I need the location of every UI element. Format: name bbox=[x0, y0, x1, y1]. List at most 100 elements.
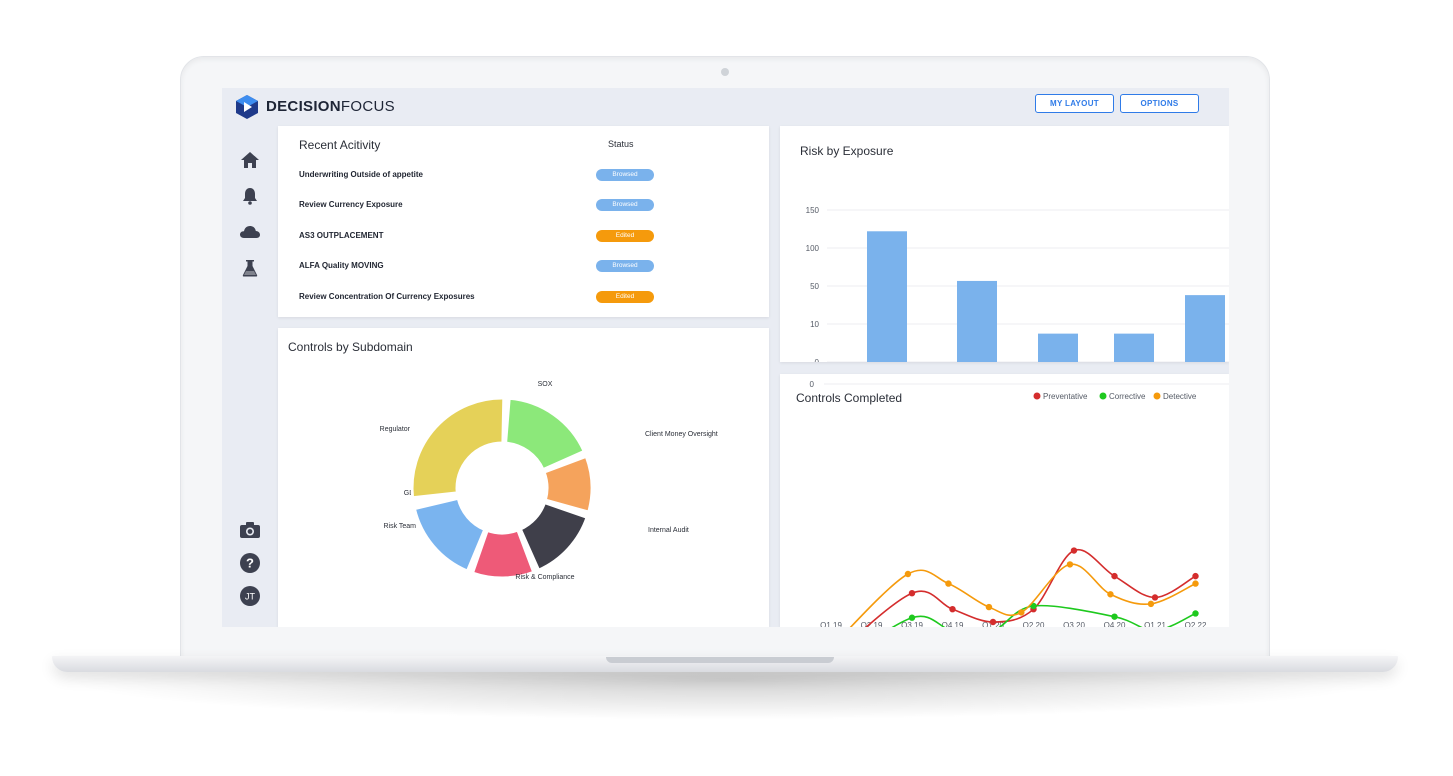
donut-label: Risk & Compliance bbox=[515, 574, 574, 581]
data-point bbox=[985, 603, 993, 611]
series-line bbox=[849, 563, 1196, 627]
bar-chart-title: Risk by Exposure bbox=[800, 144, 894, 158]
bar bbox=[1038, 333, 1078, 362]
data-point bbox=[1070, 547, 1078, 554]
series-line bbox=[891, 604, 1196, 627]
y-tick-label: 0 bbox=[815, 358, 820, 362]
my-layout-button[interactable]: MY LAYOUT bbox=[1035, 94, 1114, 113]
sidebar-item-lab[interactable] bbox=[239, 257, 261, 279]
x-tick-label: Q1 19 bbox=[820, 621, 842, 627]
bar bbox=[867, 231, 907, 362]
avatar: JT bbox=[240, 586, 260, 606]
sidebar: ? JT bbox=[222, 126, 277, 627]
laptop-base bbox=[52, 656, 1398, 672]
data-point bbox=[1107, 591, 1114, 598]
home-icon bbox=[241, 152, 259, 168]
donut-label: Client Money Oversight bbox=[645, 431, 718, 438]
data-point bbox=[908, 614, 916, 621]
data-point bbox=[989, 618, 997, 626]
donut-label: Regulator bbox=[380, 426, 411, 433]
activity-row-title[interactable]: Review Currency Exposure bbox=[299, 200, 403, 209]
legend-label: Preventative bbox=[1043, 392, 1088, 401]
camera-icon bbox=[240, 522, 260, 538]
user-avatar[interactable]: JT bbox=[239, 585, 261, 607]
flask-icon bbox=[242, 260, 258, 277]
sidebar-item-camera[interactable] bbox=[239, 519, 261, 541]
bar-chart: 01050100150LowMedium LowMediumMedium Hig… bbox=[806, 206, 1229, 362]
y-tick-label: 0 bbox=[810, 380, 815, 389]
data-point bbox=[1192, 572, 1199, 580]
donut-slice bbox=[412, 496, 487, 574]
data-point bbox=[945, 580, 952, 587]
activity-row-title[interactable]: Underwriting Outside of appetite bbox=[299, 170, 424, 179]
data-point bbox=[1192, 580, 1199, 587]
status-badge: Browsed bbox=[596, 260, 654, 272]
donut-slice bbox=[410, 396, 506, 500]
y-tick-label: 150 bbox=[806, 206, 820, 215]
donut-chart-title: Controls by Subdomain bbox=[288, 340, 413, 354]
recent-activity-card: Recent Acitivity Status Underwriting Out… bbox=[278, 126, 769, 317]
app-screen: DECISIONFOCUS MY LAYOUT OPTIONS ? JT Rec… bbox=[222, 88, 1229, 627]
sidebar-item-home[interactable] bbox=[239, 149, 261, 171]
data-point bbox=[1030, 602, 1037, 610]
top-bar: DECISIONFOCUS MY LAYOUT OPTIONS bbox=[222, 88, 1229, 126]
data-point bbox=[949, 606, 956, 613]
laptop-notch bbox=[606, 657, 834, 663]
legend-label: Corrective bbox=[1109, 392, 1146, 401]
x-tick-label: Q2 19 bbox=[861, 621, 883, 627]
legend-marker bbox=[1033, 392, 1041, 400]
x-tick-label: Q3 20 bbox=[1063, 621, 1085, 627]
help-icon: ? bbox=[240, 553, 260, 573]
legend-label: Detective bbox=[1163, 392, 1197, 401]
donut-slice bbox=[411, 493, 460, 506]
x-tick-label: Q2 20 bbox=[1023, 621, 1045, 627]
y-tick-label: 10 bbox=[810, 320, 819, 329]
avatar-initials: JT bbox=[245, 592, 256, 602]
brand-name-bold: DECISION bbox=[266, 98, 341, 115]
donut-chart: SOX Client Money Oversight Internal Audit R… bbox=[380, 381, 718, 581]
activity-row-title[interactable]: AS3 OUTPLACEMENT bbox=[299, 231, 384, 240]
bar bbox=[1114, 333, 1154, 362]
controls-by-subdomain-card: Controls by Subdomain SOX Client Money Ov… bbox=[278, 328, 769, 627]
x-tick-label: Q1 21 bbox=[1144, 621, 1166, 627]
donut-slice bbox=[503, 396, 587, 472]
legend-marker bbox=[1099, 392, 1107, 400]
bar bbox=[1185, 295, 1225, 362]
x-tick-label: Q4 19 bbox=[942, 621, 964, 627]
y-tick-label: 100 bbox=[806, 244, 820, 253]
line-chart-title: Controls Completed bbox=[796, 391, 903, 405]
options-button[interactable]: OPTIONS bbox=[1120, 94, 1199, 113]
sidebar-item-help[interactable]: ? bbox=[239, 552, 261, 574]
bar bbox=[957, 280, 997, 362]
y-tick-label: 50 bbox=[810, 282, 819, 291]
status-badge: Browsed bbox=[596, 199, 654, 211]
status-badge: Edited bbox=[596, 230, 654, 242]
data-point bbox=[1066, 561, 1074, 568]
x-tick-label: Q2 22 bbox=[1185, 621, 1207, 627]
cloud-icon bbox=[240, 226, 260, 238]
donut-label: Internal Audit bbox=[648, 527, 689, 534]
risk-by-exposure-card: Risk by Exposure 01050100150LowMedium Lo… bbox=[780, 126, 1229, 362]
bell-icon bbox=[243, 188, 257, 205]
recent-activity-title: Recent Acitivity bbox=[299, 138, 381, 152]
x-tick-label: Q4 20 bbox=[1104, 621, 1126, 627]
x-tick-label: Q3 19 bbox=[901, 621, 923, 627]
donut-slice bbox=[518, 500, 590, 573]
status-badge: Browsed bbox=[596, 169, 654, 181]
sidebar-item-notifications[interactable] bbox=[239, 185, 261, 207]
activity-row-title[interactable]: ALFA Quality MOVING bbox=[299, 261, 384, 270]
data-point bbox=[908, 590, 916, 597]
data-point bbox=[1111, 572, 1118, 580]
data-point bbox=[904, 570, 912, 578]
data-point bbox=[1151, 594, 1159, 601]
activity-row-title[interactable]: Review Concentration Of Currency Exposur… bbox=[299, 292, 475, 301]
legend-marker bbox=[1153, 392, 1161, 400]
donut-label: SOX bbox=[538, 381, 553, 388]
data-point bbox=[1018, 609, 1025, 616]
sidebar-item-cloud[interactable] bbox=[239, 221, 261, 243]
donut-slice bbox=[542, 454, 594, 514]
camera-dot bbox=[721, 68, 729, 76]
svg-text:?: ? bbox=[246, 556, 254, 571]
